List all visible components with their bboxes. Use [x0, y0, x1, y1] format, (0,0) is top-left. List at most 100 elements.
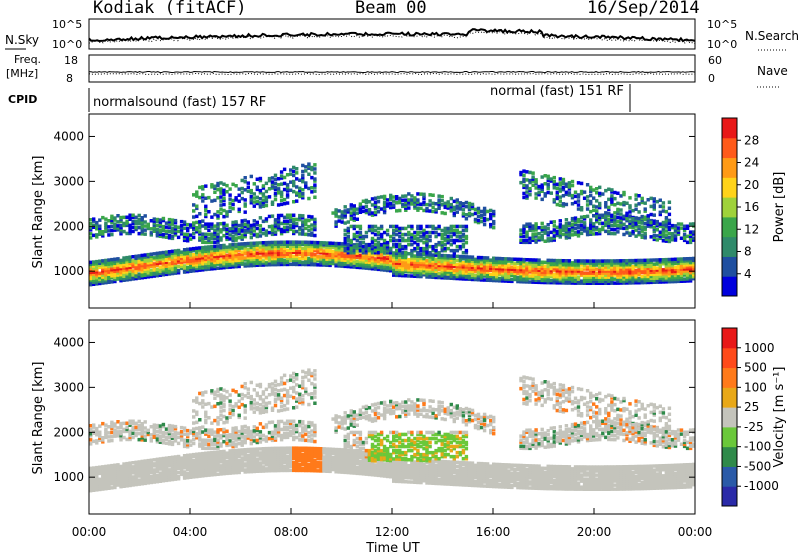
power-cell — [122, 223, 126, 228]
power-cell — [107, 262, 111, 266]
power-cell — [461, 263, 466, 267]
power-cell — [137, 260, 141, 264]
power-cell — [292, 189, 296, 194]
power-cell — [407, 198, 411, 202]
velocity-cell — [210, 467, 214, 471]
power-cell — [473, 257, 478, 262]
power-cell — [664, 218, 669, 222]
power-cell — [489, 272, 493, 276]
power-cell — [264, 219, 269, 223]
power-cell — [370, 252, 375, 257]
power-cell — [282, 181, 287, 186]
power-cell — [522, 173, 526, 177]
power-cell — [504, 279, 508, 283]
power-cell — [601, 269, 605, 273]
power-cell — [558, 181, 562, 185]
power-cell — [643, 227, 647, 232]
power-cell — [225, 210, 229, 214]
power-cell — [379, 248, 384, 253]
power-cell — [304, 246, 308, 251]
power-cell — [576, 234, 581, 238]
power-cell — [434, 234, 438, 239]
power-cell — [240, 229, 244, 233]
power-cell — [264, 249, 269, 253]
velocity-cell — [198, 428, 202, 432]
velocity-cell — [149, 439, 153, 443]
power-cell — [546, 178, 550, 183]
power-cell — [476, 263, 481, 268]
power-cell — [370, 213, 375, 217]
power-cell — [546, 266, 550, 271]
power-cell — [125, 278, 129, 282]
velocity-cell — [173, 437, 178, 441]
power-cell — [498, 279, 502, 283]
velocity-cell — [170, 463, 175, 468]
power-cell — [476, 259, 481, 264]
power-cell — [449, 230, 453, 235]
velocity-cell — [149, 433, 153, 437]
velocity-cell — [164, 435, 169, 439]
power-cell — [452, 260, 456, 264]
power-cell — [134, 266, 138, 271]
power-cell — [273, 197, 278, 202]
power-cell — [161, 273, 166, 277]
velocity-cell — [170, 434, 175, 438]
power-cell — [652, 219, 656, 223]
velocity-cell — [110, 426, 114, 431]
power-cell — [561, 259, 566, 263]
power-cell — [437, 257, 441, 262]
power-cell — [370, 240, 375, 245]
power-cell — [113, 228, 117, 232]
velocity-cell — [143, 469, 147, 473]
power-cell — [419, 206, 423, 210]
power-cell — [395, 263, 399, 267]
power-cell — [225, 214, 229, 218]
velocity-cell — [192, 463, 196, 467]
power-cell — [298, 228, 302, 232]
velocity-cell — [182, 438, 187, 442]
power-cell — [576, 217, 581, 222]
power-cell — [589, 259, 593, 263]
power-cell — [307, 242, 311, 247]
velocity-cell — [140, 469, 144, 474]
power-cell — [628, 271, 632, 275]
power-cell — [137, 262, 141, 266]
power-cell — [261, 204, 266, 208]
power-cell — [431, 246, 435, 251]
power-cell — [289, 254, 293, 259]
power-cell — [252, 241, 256, 245]
power-cell — [458, 203, 463, 207]
power-cell — [143, 259, 147, 263]
velocity-cell — [155, 473, 160, 478]
velocity-cell — [89, 476, 93, 481]
power-cell — [685, 269, 690, 273]
power-cell — [164, 221, 169, 225]
velocity-cell — [173, 427, 178, 431]
power-cell — [682, 265, 687, 269]
power-cell — [552, 264, 556, 269]
power-cell — [273, 250, 278, 255]
power-cell — [207, 222, 211, 226]
power-cell — [122, 262, 126, 266]
power-cell — [204, 212, 208, 217]
power-cell — [273, 187, 278, 192]
power-cell — [437, 273, 441, 278]
power-cell — [152, 274, 156, 278]
velocity-cell — [128, 461, 132, 465]
power-cell — [292, 219, 296, 224]
power-cell — [549, 220, 553, 224]
velocity-cell — [161, 439, 166, 443]
power-cell — [107, 280, 111, 284]
power-cell — [273, 224, 278, 228]
power-cell — [401, 204, 405, 209]
power-cell — [652, 221, 656, 225]
power-cell — [598, 205, 602, 210]
velocity-cell — [131, 427, 135, 432]
power-cell — [201, 234, 205, 238]
velocity-cell — [210, 473, 214, 477]
power-cell — [346, 230, 350, 235]
power-cell — [325, 245, 329, 249]
power-cell — [598, 227, 602, 232]
power-cell — [628, 279, 632, 283]
power-cell — [585, 277, 590, 281]
